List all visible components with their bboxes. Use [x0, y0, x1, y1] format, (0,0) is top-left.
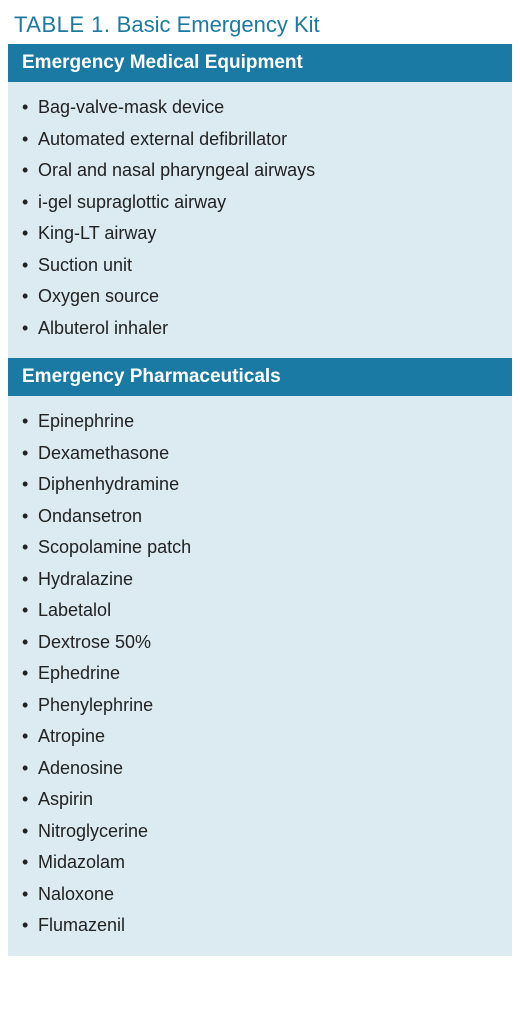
list-item: King-LT airway	[22, 218, 498, 250]
list-item: Scopolamine patch	[22, 532, 498, 564]
list-item: Flumazenil	[22, 910, 498, 942]
list-item: Dextrose 50%	[22, 627, 498, 659]
table-title: Basic Emergency Kit	[117, 12, 320, 37]
list-item: Diphenhydramine	[22, 469, 498, 501]
list-item: Hydralazine	[22, 564, 498, 596]
list-item: Suction unit	[22, 250, 498, 282]
list-item: Nitroglycerine	[22, 816, 498, 848]
list-item: Automated external defibrillator	[22, 124, 498, 156]
list-item: Aspirin	[22, 784, 498, 816]
list-item: Oral and nasal pharyngeal airways	[22, 155, 498, 187]
section-body-pharmaceuticals: Epinephrine Dexamethasone Diphenhydramin…	[8, 396, 512, 956]
section-header-label: Emergency Medical Equipment	[22, 52, 303, 73]
table-caption: TABLE 1. Basic Emergency Kit	[8, 8, 512, 44]
list-item: Ondansetron	[22, 501, 498, 533]
item-list: Epinephrine Dexamethasone Diphenhydramin…	[22, 406, 498, 942]
list-item: Dexamethasone	[22, 438, 498, 470]
list-item: Bag-valve-mask device	[22, 92, 498, 124]
section-header-label: Emergency Pharmaceuticals	[22, 366, 281, 387]
list-item: i-gel supraglottic airway	[22, 187, 498, 219]
list-item: Naloxone	[22, 879, 498, 911]
list-item: Midazolam	[22, 847, 498, 879]
list-item: Ephedrine	[22, 658, 498, 690]
list-item: Phenylephrine	[22, 690, 498, 722]
table-container: TABLE 1. Basic Emergency Kit Emergency M…	[8, 8, 512, 956]
section-header-pharmaceuticals: Emergency Pharmaceuticals	[8, 358, 512, 396]
section-header-equipment: Emergency Medical Equipment	[8, 44, 512, 82]
list-item: Epinephrine	[22, 406, 498, 438]
list-item: Adenosine	[22, 753, 498, 785]
table-number: TABLE 1.	[14, 12, 111, 37]
list-item: Albuterol inhaler	[22, 313, 498, 345]
list-item: Oxygen source	[22, 281, 498, 313]
section-body-equipment: Bag-valve-mask device Automated external…	[8, 82, 512, 358]
list-item: Atropine	[22, 721, 498, 753]
item-list: Bag-valve-mask device Automated external…	[22, 92, 498, 344]
list-item: Labetalol	[22, 595, 498, 627]
